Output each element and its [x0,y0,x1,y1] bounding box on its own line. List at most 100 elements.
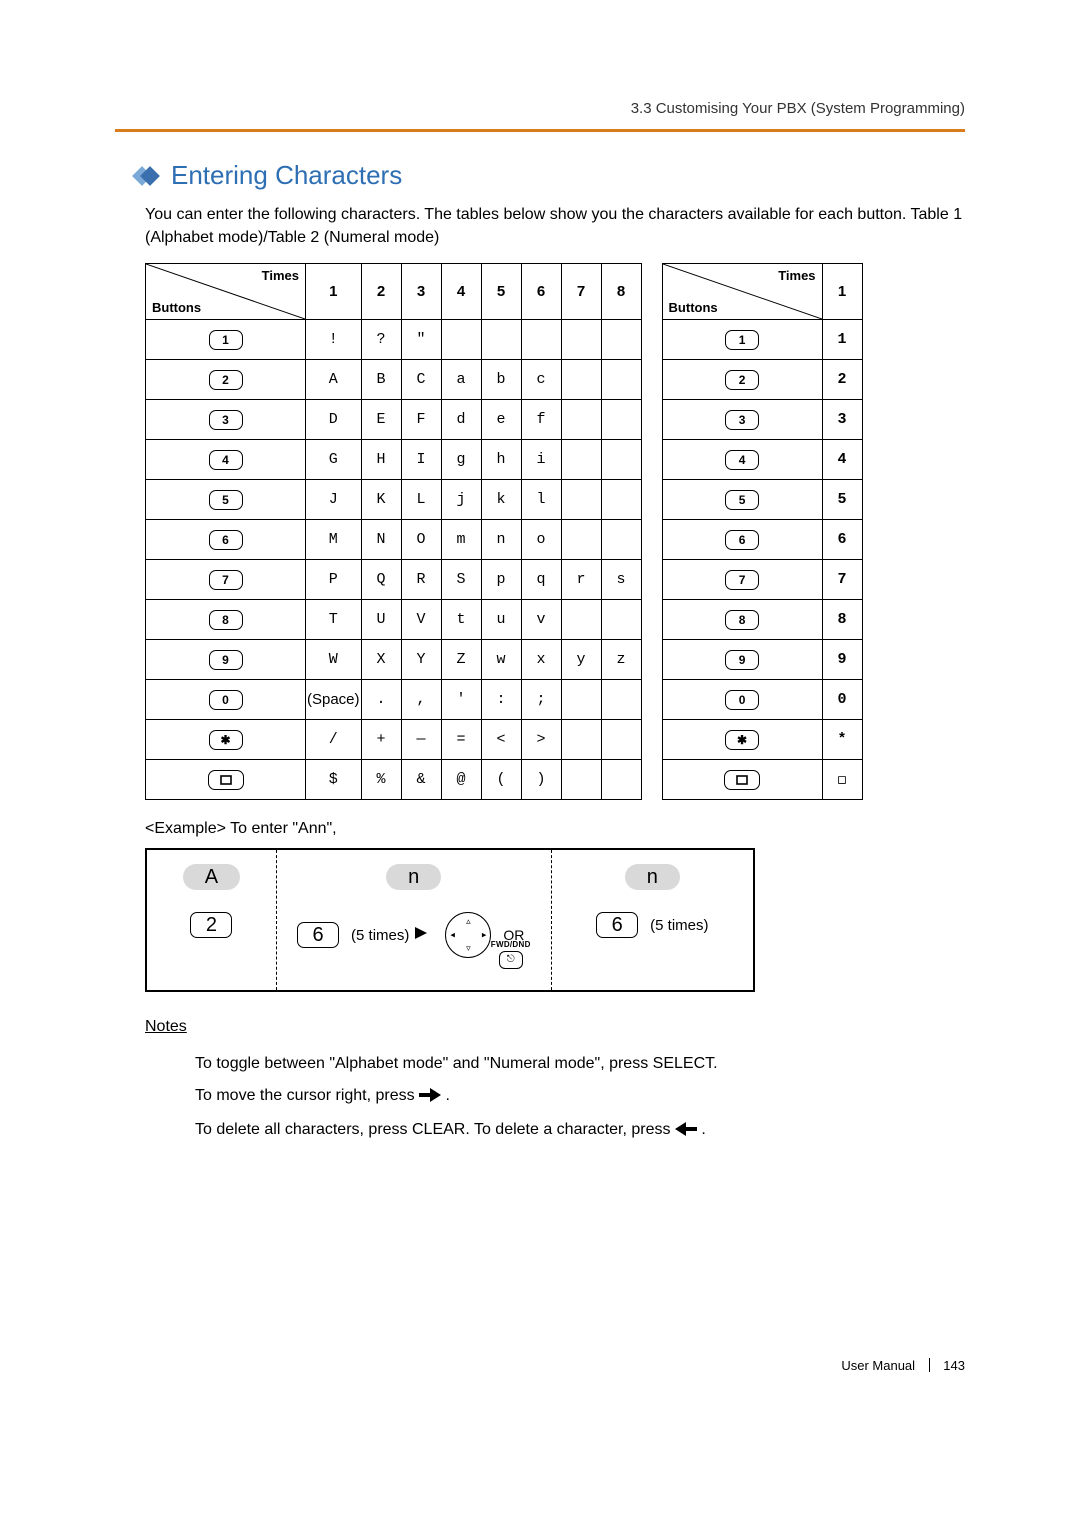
char-cell: M [306,520,362,560]
char-cell: < [481,720,521,760]
char-cell: a [441,360,481,400]
keypad-button-icon: ✱ [209,730,243,750]
char-cell: E [361,400,401,440]
keypad-button-icon: 5 [725,490,759,510]
char-cell: 1 [822,320,862,360]
char-cell [561,440,601,480]
char-cell: j [441,480,481,520]
char-cell [561,720,601,760]
button-cell: 1 [146,320,306,360]
char-cell: y [561,640,601,680]
button-cell: 7 [146,560,306,600]
char-cell: w [481,640,521,680]
char-cell [601,600,641,640]
table-row: 1!?" [146,320,642,360]
char-cell: v [521,600,561,640]
button-cell: ✱ [662,720,822,760]
notes-list: To toggle between "Alphabet mode" and "N… [195,1048,965,1148]
char-cell: , [401,680,441,720]
char-cell: U [361,600,401,640]
keypad-button-icon: 0 [725,690,759,710]
times-label: Times [262,268,299,283]
char-cell: J [306,480,362,520]
note-text: To move the cursor right, press [195,1087,419,1104]
char-cell: s [601,560,641,600]
fwd-dnd-icon: FWD/DND ⎋ [491,940,531,969]
char-cell: L [401,480,441,520]
example-col-2: n 6 (5 times) ▵▿ ◂▸ OR FWD/DND ⎋ [276,850,551,990]
times-note: (5 times) [351,927,409,944]
char-cell: q [521,560,561,600]
table-row: 55 [662,480,862,520]
char-cell [561,680,601,720]
char-cell: e [481,400,521,440]
times-note: (5 times) [650,917,708,934]
char-cell [561,760,601,800]
button-cell: 0 [146,680,306,720]
note-line: To toggle between "Alphabet mode" and "N… [195,1048,965,1080]
char-cell: h [481,440,521,480]
lcd-chip: n [625,864,680,890]
char-cell: $ [306,760,362,800]
char-cell [561,600,601,640]
keypad-button-icon: 8 [725,610,759,630]
table-row: 2ABCabc [146,360,642,400]
note-text: . [701,1121,705,1138]
table-row: 9WXYZwxyz [146,640,642,680]
button-cell: 5 [146,480,306,520]
char-cell [601,760,641,800]
col-header: 3 [401,264,441,320]
table-row: 8TUVtuv [146,600,642,640]
notes-heading: Notes [145,1018,965,1036]
button-cell: 6 [662,520,822,560]
char-cell: S [441,560,481,600]
lcd-chip: n [386,864,441,890]
table-row: 7PQRSpqrs [146,560,642,600]
char-cell [601,400,641,440]
keypad-button-icon: 6 [209,530,243,550]
char-cell: 4 [822,440,862,480]
table-row: 33 [662,400,862,440]
keypad-button-icon: 6 [725,530,759,550]
right-arrow-icon [419,1082,441,1114]
table-row: 4GHIghi [146,440,642,480]
times-label: Times [778,268,815,283]
header-rule [115,129,965,132]
char-cell: . [361,680,401,720]
char-cell: 2 [822,360,862,400]
keypad-button-icon: 1 [725,330,759,350]
char-cell: x [521,640,561,680]
button-cell: 9 [146,640,306,680]
note-text: To delete all characters, press CLEAR. T… [195,1121,675,1138]
col-header: 4 [441,264,481,320]
example-key: 6 [596,912,638,938]
table-row: 11 [662,320,862,360]
char-cell: 9 [822,640,862,680]
char-cell: R [401,560,441,600]
char-cell: c [521,360,561,400]
char-cell: t [441,600,481,640]
example-key: 6 [297,922,339,948]
char-cell: l [521,480,561,520]
section-intro: You can enter the following characters. … [145,203,965,249]
tables-container: Times Buttons 12345678 1!?"2ABCabc3DEFde… [145,263,965,800]
buttons-label: Buttons [152,300,201,315]
col-header: 8 [601,264,641,320]
button-cell: 8 [146,600,306,640]
char-cell: * [822,720,862,760]
example-col-3: n 6 (5 times) [551,850,753,990]
char-cell: d [441,400,481,440]
table-row: 5JKLjkl [146,480,642,520]
keypad-button-icon: 7 [725,570,759,590]
char-cell: m [441,520,481,560]
char-cell: O [401,520,441,560]
char-cell: 0 [822,680,862,720]
table-row: 0(Space).,':; [146,680,642,720]
char-cell [601,480,641,520]
col-header: 6 [521,264,561,320]
char-cell: K [361,480,401,520]
char-cell: = [441,720,481,760]
table-row: 77 [662,560,862,600]
button-cell: 6 [146,520,306,560]
diamond-icon [135,167,161,185]
